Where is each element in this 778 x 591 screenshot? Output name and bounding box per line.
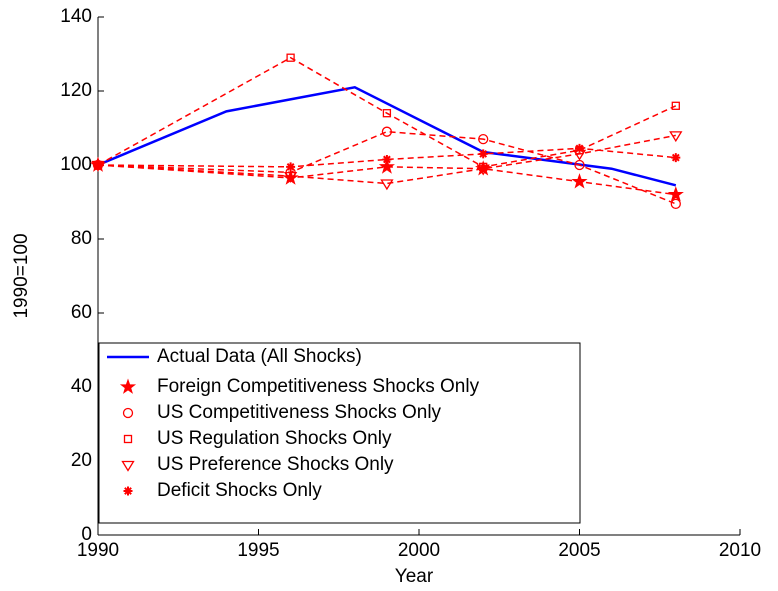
- marker: [476, 164, 490, 176]
- marker: [571, 173, 588, 189]
- marker: [669, 131, 683, 143]
- marker: [382, 154, 392, 164]
- y-tick-label: 20: [71, 450, 92, 471]
- x-tick-label: 1995: [237, 540, 279, 561]
- x-tick-label: 2010: [719, 540, 761, 561]
- marker: [478, 149, 488, 159]
- marker: [671, 101, 680, 110]
- y-tick-label: 120: [60, 80, 92, 101]
- marker: [670, 198, 681, 210]
- marker: [286, 162, 296, 172]
- x-axis-label: Year: [395, 566, 434, 587]
- y-tick-label: 140: [60, 6, 92, 27]
- series-line: [97, 85, 677, 187]
- legend-swatch: [123, 434, 133, 444]
- y-axis-label: 1990=100: [11, 233, 32, 318]
- marker: [93, 160, 103, 170]
- marker: [575, 143, 584, 153]
- x-tick-label: 2005: [558, 540, 600, 561]
- legend-box: [98, 342, 581, 524]
- legend-label: Deficit Shocks Only: [157, 480, 322, 501]
- legend-label: US Regulation Shocks Only: [157, 428, 392, 449]
- marker: [382, 109, 392, 118]
- marker: [667, 186, 684, 202]
- marker: [283, 171, 298, 183]
- legend-label: US Preference Shocks Only: [157, 454, 394, 475]
- series-line: [97, 56, 677, 168]
- legend-swatch: [122, 407, 134, 419]
- legend-swatch: [121, 460, 135, 472]
- marker: [479, 162, 488, 172]
- series-line: [97, 134, 676, 185]
- marker: [381, 126, 393, 137]
- x-tick-label: 2000: [398, 540, 440, 561]
- marker: [671, 153, 681, 163]
- marker: [378, 158, 395, 174]
- legend-swatch: [123, 486, 133, 496]
- x-tick-label: 1990: [77, 540, 119, 561]
- y-tick-label: 60: [71, 302, 92, 323]
- series-line: [97, 164, 676, 196]
- y-tick-label: 100: [60, 154, 92, 175]
- y-tick-label: 0: [81, 524, 92, 545]
- legend-swatch: [119, 378, 137, 394]
- legend-label: Actual Data (All Shocks): [157, 346, 362, 367]
- legend-label: Foreign Competitiveness Shocks Only: [157, 376, 480, 397]
- marker: [478, 133, 489, 145]
- y-tick-label: 80: [71, 228, 92, 249]
- series-line: [97, 147, 676, 168]
- marker: [380, 179, 394, 191]
- legend-label: US Competitiveness Shocks Only: [157, 402, 442, 423]
- series-line: [97, 130, 677, 205]
- marker: [286, 53, 295, 62]
- y-tick-label: 40: [71, 376, 92, 397]
